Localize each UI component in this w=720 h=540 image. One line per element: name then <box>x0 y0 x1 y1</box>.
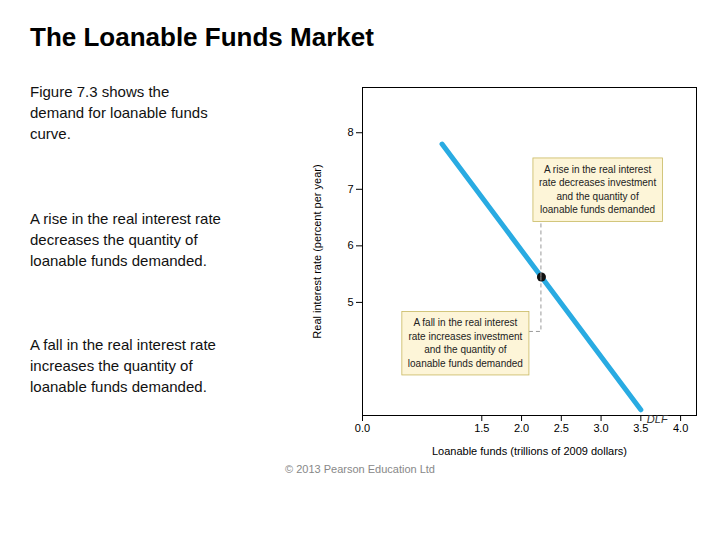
svg-text:2.5: 2.5 <box>554 422 569 434</box>
html-text:The Loanable Funds Market: The Loanable Funds Market <box>30 22 374 52</box>
svg-text:A fall in the real interestrat: A fall in the real interestrate increase… <box>408 317 523 369</box>
svg-text:8: 8 <box>347 126 353 138</box>
svg-text:7: 7 <box>347 183 353 195</box>
svg-text:3.5: 3.5 <box>633 422 649 435</box>
svg-text:2.0: 2.0 <box>514 422 529 434</box>
html-text:A rise in the real interest ra: A rise in the real interest rate decreas… <box>30 209 221 269</box>
svg-text:Real interest rate (percent pe: Real interest rate (percent per year) <box>311 164 323 338</box>
svg-text:DLF: DLF <box>647 413 669 425</box>
html-text:A fall in the real interest ra: A fall in the real interest rate increas… <box>30 336 216 395</box>
svg-text:4.0: 4.0 <box>673 422 688 434</box>
svg-text:1.5: 1.5 <box>474 422 489 434</box>
svg-text:5: 5 <box>347 296 353 308</box>
svg-text:6: 6 <box>347 239 353 251</box>
html-text:© 2013 Pearson Education Ltd: © 2013 Pearson Education Ltd <box>285 463 435 475</box>
svg-text:0.0: 0.0 <box>355 422 370 434</box>
svg-text:3.0: 3.0 <box>593 422 608 434</box>
svg-text:Loanable funds (trillions of 2: Loanable funds (trillions of 2009 dollar… <box>432 445 627 457</box>
html-text:Figure 7.3 shows the demand fo: Figure 7.3 shows the demand for loanable… <box>30 83 208 142</box>
svg-text:A rise in the real interestrat: A rise in the real interestrate decrease… <box>539 164 657 216</box>
